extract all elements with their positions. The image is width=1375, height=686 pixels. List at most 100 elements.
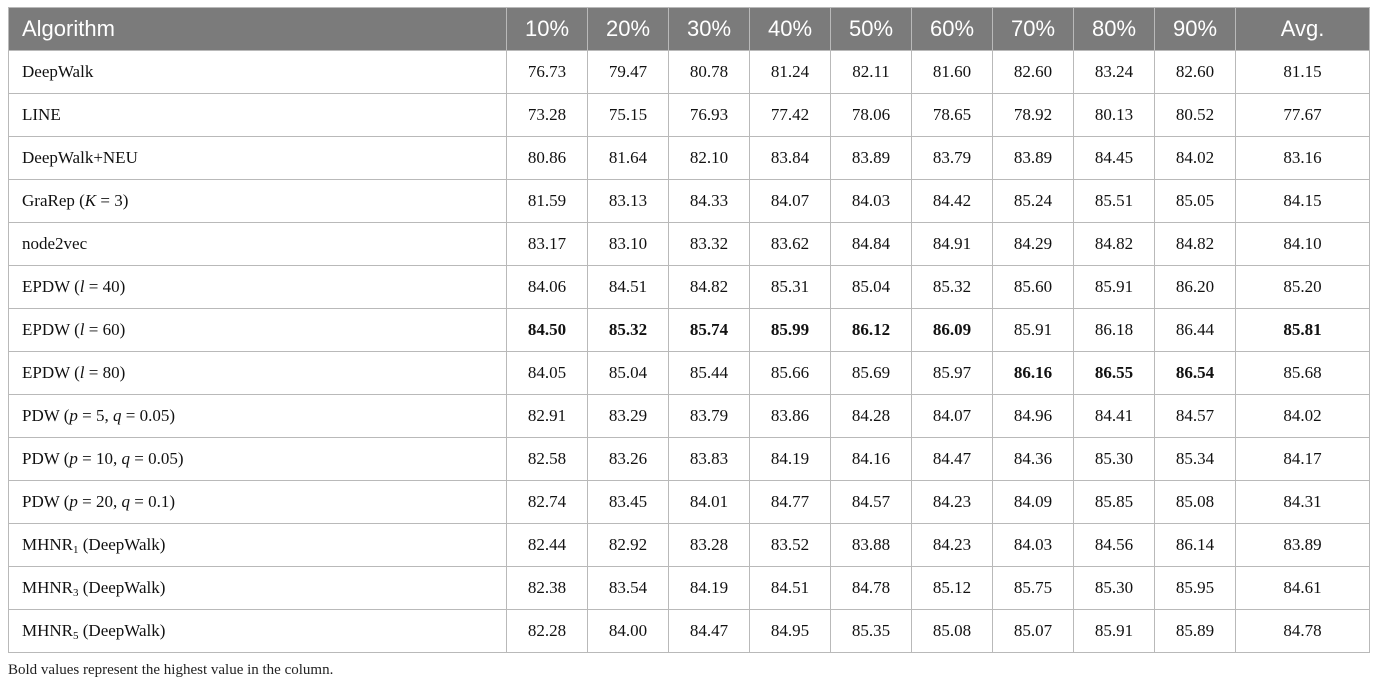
value-cell: 84.09: [992, 480, 1074, 524]
value-cell: 84.56: [1073, 523, 1155, 567]
value-cell: 84.78: [830, 566, 912, 610]
algorithm-cell: EPDW (l = 40): [8, 265, 507, 309]
value-cell: 82.28: [506, 609, 588, 653]
value-cell: 86.16: [992, 351, 1074, 395]
value-cell: 83.32: [668, 222, 750, 266]
table-row: EPDW (l = 60) 84.50 85.32 85.74 85.99 86.12 86…: [8, 308, 1370, 352]
table-row: GraRep (K = 3) 81.59 83.13 84.33 84.07 84.03 8…: [8, 179, 1370, 223]
algorithm-name-part: l: [79, 320, 85, 339]
algorithm-cell: EPDW (l = 80): [8, 351, 507, 395]
table-row: PDW (p = 10, q = 0.05) 82.58 83.26 83.83 84.…: [8, 437, 1370, 481]
value-cell: 83.89: [992, 136, 1074, 180]
value-cell: 77.67: [1235, 93, 1370, 137]
results-table: Algorithm 10% 20% 30% 40% 50% 60% 70% 80% 90% Avg.…: [8, 7, 1370, 653]
value-cell: 85.85: [1073, 480, 1155, 524]
footnote: Bold values represent the highest value …: [8, 662, 334, 678]
column-header: Avg.: [1235, 7, 1370, 51]
algorithm-name-part: LINE: [22, 105, 61, 124]
algorithm-cell: LINE: [8, 93, 507, 137]
table-row: PDW (p = 5, q = 0.05) 82.91 83.29 83.79 83.8…: [8, 394, 1370, 438]
value-cell: 85.31: [749, 265, 831, 309]
algorithm-name-part: EPDW (: [22, 277, 80, 296]
value-cell: 85.75: [992, 566, 1074, 610]
algorithm-name-part: = 0.05): [121, 406, 175, 425]
algorithm-cell: PDW (p = 20, q = 0.1): [8, 480, 507, 524]
value-cell: 84.77: [749, 480, 831, 524]
value-cell: 82.44: [506, 523, 588, 567]
value-cell: 84.95: [749, 609, 831, 653]
value-cell: 82.60: [1154, 50, 1236, 94]
value-cell: 84.28: [830, 394, 912, 438]
algorithm-name-part: = 60): [84, 320, 126, 339]
algorithm-name-part: MHNR: [22, 577, 74, 597]
value-cell: 86.44: [1154, 308, 1236, 352]
algorithm-name-part: GraRep (: [22, 191, 85, 210]
value-cell: 86.12: [830, 308, 912, 352]
value-cell: 86.54: [1154, 351, 1236, 395]
value-cell: 85.07: [992, 609, 1074, 653]
value-cell: 84.10: [1235, 222, 1370, 266]
value-cell: 86.09: [911, 308, 993, 352]
value-cell: 83.79: [911, 136, 993, 180]
value-cell: 85.08: [911, 609, 993, 653]
value-cell: 85.51: [1073, 179, 1155, 223]
value-cell: 84.36: [992, 437, 1074, 481]
algorithm-cell: PDW (p = 10, q = 0.05): [8, 437, 507, 481]
value-cell: 84.03: [830, 179, 912, 223]
value-cell: 83.52: [749, 523, 831, 567]
value-cell: 83.28: [668, 523, 750, 567]
value-cell: 85.04: [587, 351, 669, 395]
column-header: 50%: [830, 7, 912, 51]
algorithm-name-part: EPDW (: [22, 363, 80, 382]
value-cell: 85.12: [911, 566, 993, 610]
column-header: 20%: [587, 7, 669, 51]
value-cell: 84.51: [749, 566, 831, 610]
value-cell: 76.93: [668, 93, 750, 137]
algorithm-cell: node2vec: [8, 222, 507, 266]
value-cell: 85.95: [1154, 566, 1236, 610]
value-cell: 82.10: [668, 136, 750, 180]
column-header: 90%: [1154, 7, 1236, 51]
value-cell: 83.13: [587, 179, 669, 223]
value-cell: 85.30: [1073, 437, 1155, 481]
value-cell: 85.69: [830, 351, 912, 395]
value-cell: 84.41: [1073, 394, 1155, 438]
algorithm-name-part: = 20,: [77, 492, 122, 511]
algorithm-name-part: MHNR: [22, 534, 74, 554]
value-cell: 85.08: [1154, 480, 1236, 524]
algorithm-name-part: PDW (: [22, 449, 70, 468]
column-header: 10%: [506, 7, 588, 51]
value-cell: 84.07: [911, 394, 993, 438]
algorithm-name-part: (DeepWalk): [78, 534, 166, 554]
algorithm-name-part: (DeepWalk): [78, 620, 166, 640]
value-cell: 78.92: [992, 93, 1074, 137]
value-cell: 83.88: [830, 523, 912, 567]
value-cell: 83.54: [587, 566, 669, 610]
value-cell: 80.52: [1154, 93, 1236, 137]
algorithm-cell: EPDW (l = 60): [8, 308, 507, 352]
value-cell: 84.82: [1073, 222, 1155, 266]
value-cell: 83.10: [587, 222, 669, 266]
algorithm-name-part: = 5,: [77, 406, 113, 425]
value-cell: 81.24: [749, 50, 831, 94]
algorithm-cell: DeepWalk+NEU: [8, 136, 507, 180]
value-cell: 85.32: [911, 265, 993, 309]
value-cell: 84.23: [911, 523, 993, 567]
value-cell: 85.91: [1073, 265, 1155, 309]
value-cell: 83.29: [587, 394, 669, 438]
table-row: MHNR1 (DeepWalk) 82.44 82.92 83.28 83.52 83.8…: [8, 523, 1370, 567]
algorithm-cell: MHNR3 (DeepWalk): [8, 566, 507, 610]
value-cell: 84.84: [830, 222, 912, 266]
value-cell: 83.24: [1073, 50, 1155, 94]
algorithm-name-part: 1: [73, 543, 79, 556]
value-cell: 84.82: [1154, 222, 1236, 266]
value-cell: 83.45: [587, 480, 669, 524]
value-cell: 82.11: [830, 50, 912, 94]
value-cell: 86.14: [1154, 523, 1236, 567]
value-cell: 83.86: [749, 394, 831, 438]
value-cell: 80.86: [506, 136, 588, 180]
algorithm-name-part: q: [121, 449, 130, 468]
value-cell: 84.47: [911, 437, 993, 481]
value-cell: 83.26: [587, 437, 669, 481]
algorithm-name-part: = 0.1): [129, 492, 175, 511]
